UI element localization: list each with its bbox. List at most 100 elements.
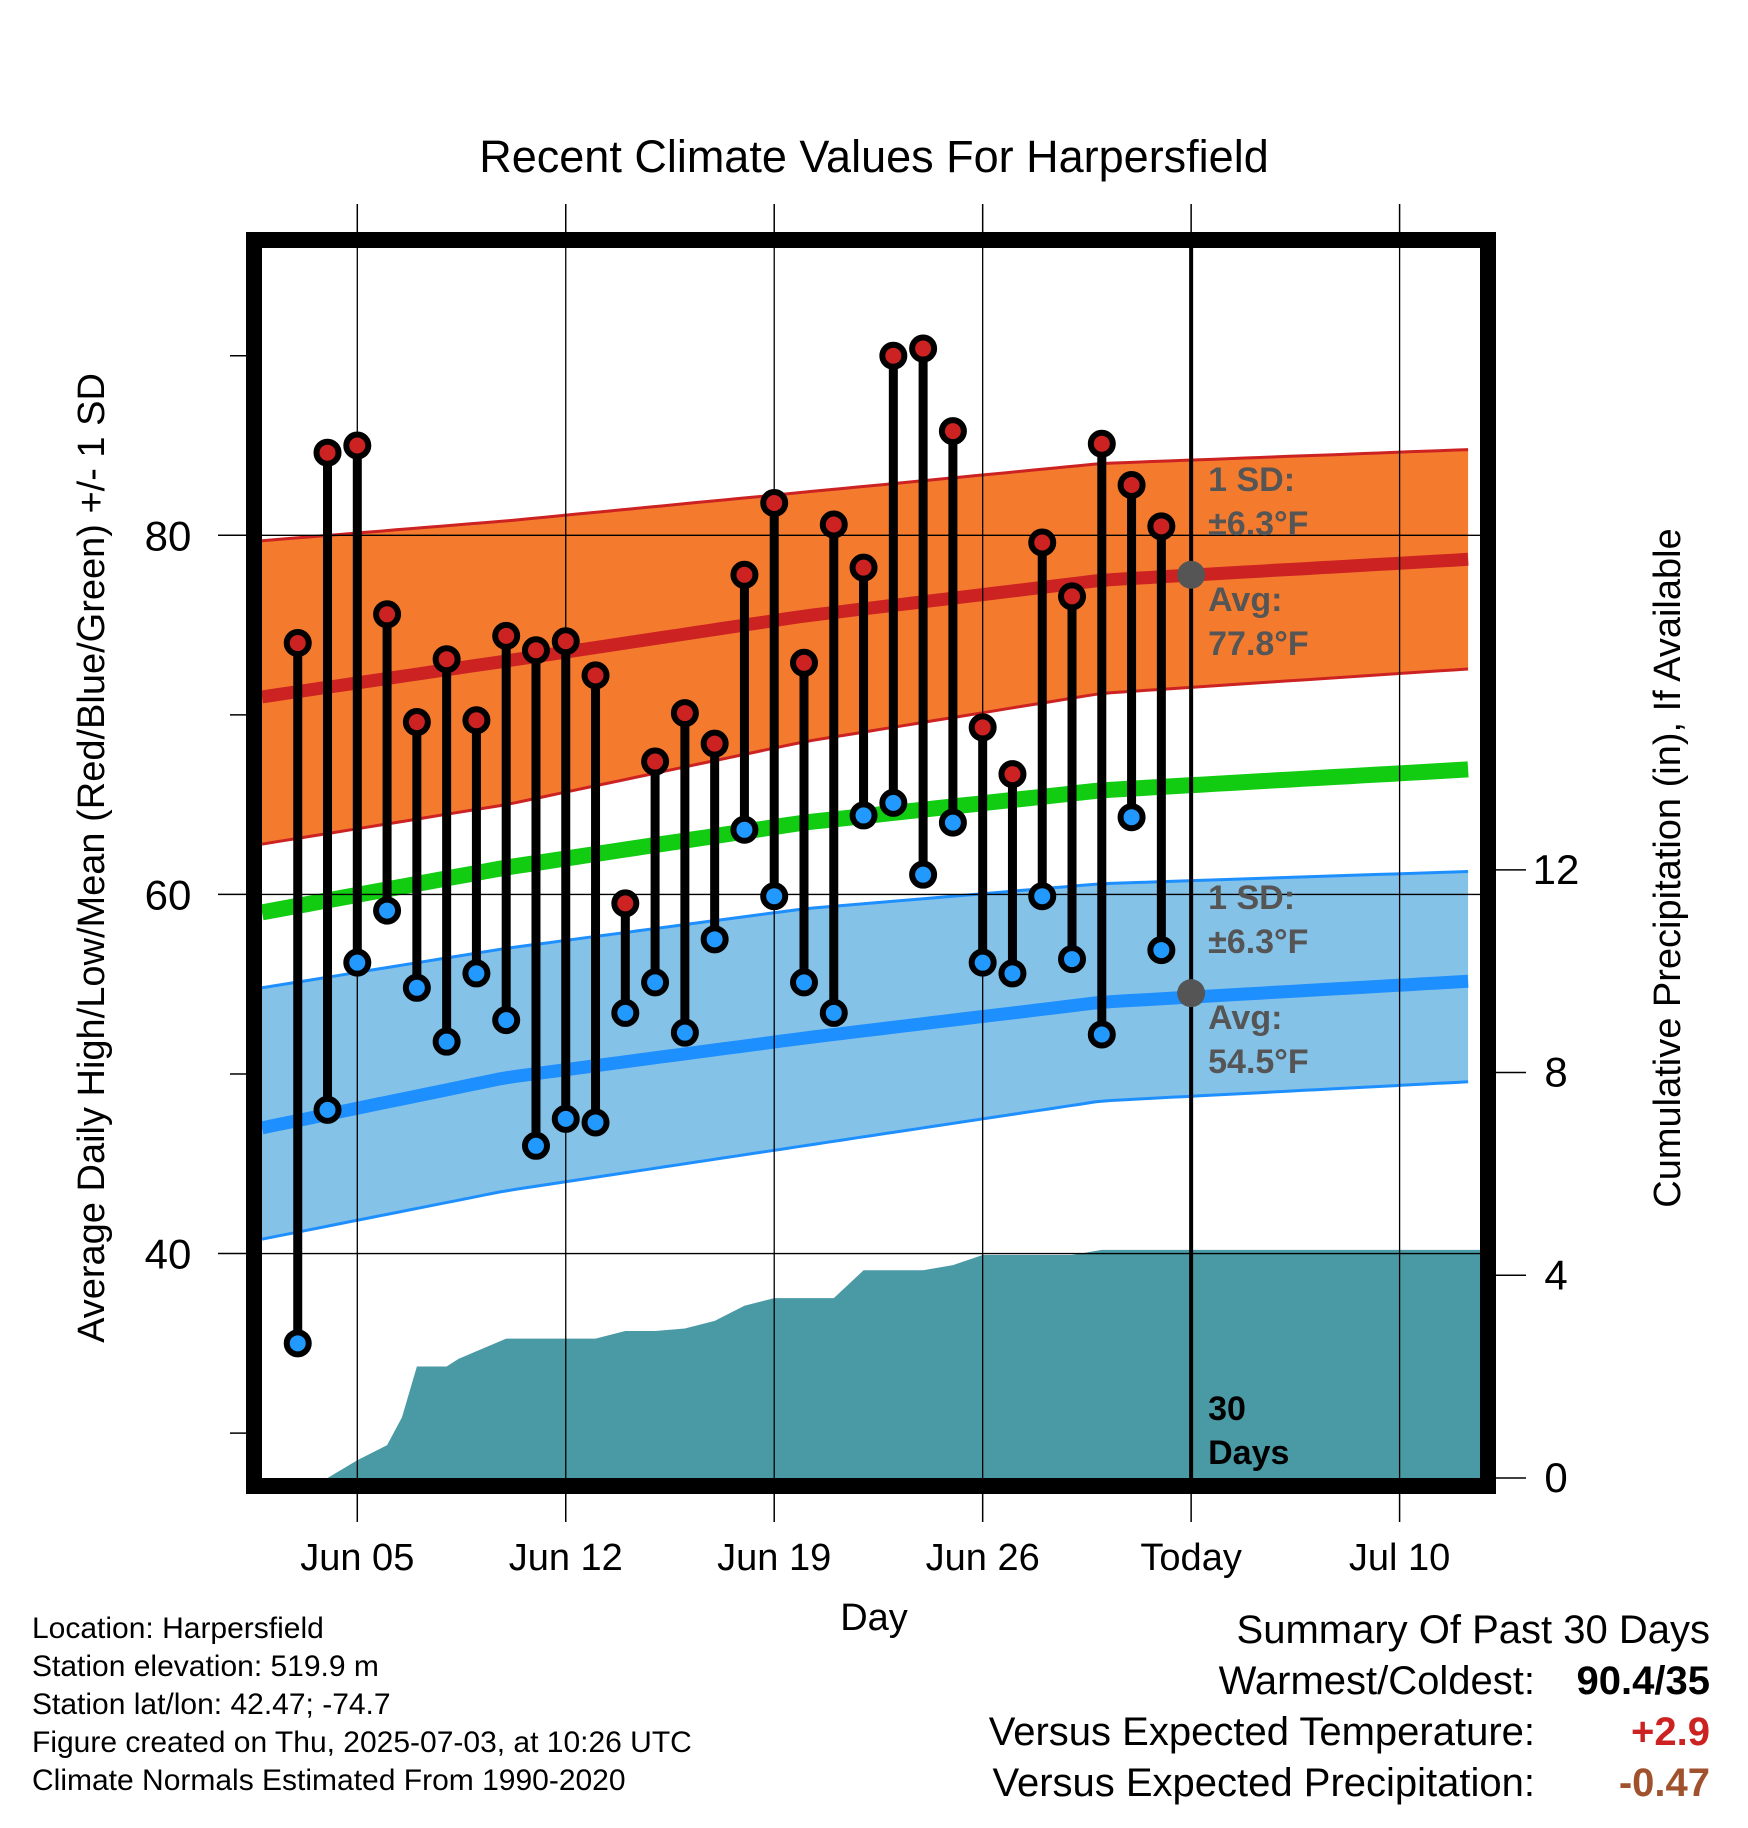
summary-value: -0.47 [1618, 1761, 1710, 1805]
high-temp-point [879, 341, 908, 370]
low-temp-point [1087, 1020, 1116, 1049]
elevation-line: Station elevation: 519.9 m [32, 1650, 379, 1683]
low-temp-point [730, 815, 759, 844]
high-temp-point [581, 661, 610, 690]
x-tick-label: Jun 26 [926, 1537, 1040, 1579]
low-mean-line [262, 974, 1469, 1135]
low-temp-point [641, 968, 670, 997]
low-temp-point [373, 896, 402, 925]
high-temp-point [313, 438, 342, 467]
high-sd-value: ±6.3°F [1208, 505, 1308, 543]
plot-frame [246, 232, 1496, 1494]
high-temp-point [1028, 528, 1057, 557]
days-label-number: 30 [1208, 1390, 1246, 1428]
high-temp-point [611, 889, 640, 918]
low-sd-title: 1 SD: [1208, 879, 1295, 917]
summary-label: Warmest/Coldest: [1218, 1659, 1535, 1703]
y-axis-label-left: Average Daily High/Low/Mean (Red/Blue/Gr… [71, 373, 113, 1343]
summary-value: +2.9 [1631, 1710, 1710, 1754]
high-temp-point [730, 560, 759, 589]
summary-row-precipitation: Versus Expected Precipitation: -0.47 [989, 1761, 1710, 1812]
low-temp-point [611, 998, 640, 1027]
low-avg-title: Avg: [1208, 999, 1282, 1037]
high-temp-point [968, 713, 997, 742]
high-temp-point [700, 729, 729, 758]
high-temp-point [1087, 429, 1116, 458]
y-tick-label-left: 60 [145, 871, 192, 918]
high-temp-point [641, 747, 670, 776]
low-temp-point [313, 1095, 342, 1124]
y-tick-label-left: 80 [145, 512, 192, 559]
low-temp-point [819, 998, 848, 1027]
location-line: Location: Harpersfield [32, 1612, 324, 1645]
high-temp-point [283, 629, 312, 658]
low-sd-value: ±6.3°F [1208, 923, 1308, 961]
low-lower-edge [262, 1080, 1469, 1241]
low-temp-point [402, 973, 431, 1002]
summary-row-warmest: Warmest/Coldest: 90.4/35 [989, 1659, 1710, 1710]
chart-title: Recent Climate Values For Harpersfield [479, 131, 1268, 182]
low-temp-point [998, 959, 1027, 988]
high-temp-point [938, 417, 967, 446]
latlon-line: Station lat/lon: 42.47; -74.7 [32, 1688, 391, 1721]
high-upper-edge [262, 448, 1469, 543]
low-temp-point [492, 1006, 521, 1035]
high-avg-title: Avg: [1208, 581, 1282, 619]
low-temp-point [909, 860, 938, 889]
low-temp-point [879, 788, 908, 817]
low-temp-point [343, 948, 372, 977]
low-temp-point [938, 808, 967, 837]
low-temp-point [283, 1329, 312, 1358]
low-temp-point [462, 959, 491, 988]
high-average-marker [1177, 560, 1206, 589]
low-temp-point [1147, 936, 1176, 965]
high-temp-point [1058, 582, 1087, 611]
high-temp-point [521, 636, 550, 665]
high-sd-title: 1 SD: [1208, 461, 1295, 499]
low-temp-point [1028, 882, 1057, 911]
high-temp-point [462, 706, 491, 735]
high-temp-point [819, 510, 848, 539]
y-tick-label-right: 12 [1533, 846, 1580, 893]
low-upper-edge [262, 870, 1469, 990]
summary-row-temperature: Versus Expected Temperature: +2.9 [989, 1710, 1710, 1761]
y-axis-label-right: Cumulative Precipitation (in), If Availa… [1647, 528, 1689, 1207]
station-info: Location: Harpersfield Station elevation… [32, 1610, 692, 1800]
low-temp-point [789, 968, 818, 997]
summary-title: Summary Of Past 30 Days [1236, 1608, 1710, 1652]
low-temp-point [1058, 945, 1087, 974]
x-tick-label: Jul 10 [1349, 1537, 1450, 1579]
x-tick-label: Jun 12 [509, 1537, 623, 1579]
days-label-word: Days [1208, 1434, 1289, 1472]
y-tick-label-right: 0 [1544, 1454, 1567, 1501]
high-temp-point [551, 627, 580, 656]
high-temp-point [492, 621, 521, 650]
summary-label: Versus Expected Temperature: [988, 1710, 1535, 1754]
high-temp-point [373, 600, 402, 629]
high-temp-point [402, 708, 431, 737]
summary-value: 90.4/35 [1576, 1659, 1710, 1703]
high-temp-point [1117, 471, 1146, 500]
high-temp-point [760, 488, 789, 517]
low-temp-point [432, 1027, 461, 1056]
high-temp-point [1147, 512, 1176, 541]
x-tick-label: Jun 19 [717, 1537, 831, 1579]
plot-area: 1 SD: ±6.3°F Avg: 77.8°F 1 SD: ±6.3°F Avg: 54.5… [145, 204, 1580, 1579]
x-axis-label: Day [840, 1597, 908, 1639]
low-avg-value: 54.5°F [1208, 1043, 1309, 1081]
low-temp-point [551, 1104, 580, 1133]
high-temp-point [343, 431, 372, 460]
y-tick-label-right: 8 [1544, 1049, 1567, 1096]
normals-line: Climate Normals Estimated From 1990-2020 [32, 1764, 626, 1797]
y-tick-label-right: 4 [1544, 1251, 1567, 1298]
created-line: Figure created on Thu, 2025-07-03, at 10… [32, 1726, 692, 1759]
precipitation-area [327, 1249, 1480, 1478]
low-temp-point [700, 925, 729, 954]
high-temp-point [909, 334, 938, 363]
plot-content [262, 248, 1480, 1478]
summary-panel: Summary Of Past 30 Days Warmest/Coldest:… [989, 1608, 1710, 1812]
low-temp-point [581, 1108, 610, 1137]
high-temp-point [670, 699, 699, 728]
low-temp-point [760, 882, 789, 911]
x-tick-label: Today [1140, 1537, 1241, 1579]
